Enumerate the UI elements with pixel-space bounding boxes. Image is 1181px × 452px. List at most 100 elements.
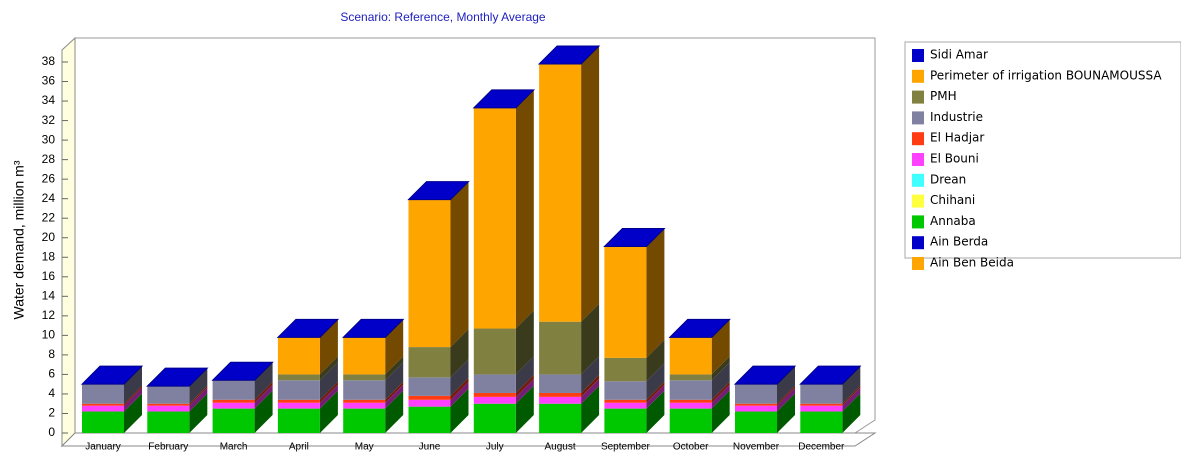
bar-top [799,365,862,385]
bar-segment [408,399,451,407]
legend-label: El Bouni [930,152,979,166]
bar-side [385,384,404,409]
bar-segment [800,411,843,433]
bar-segment [669,399,712,403]
bar-segment [147,386,190,404]
x-tick-label: January [85,442,121,452]
bar-segment [800,403,843,406]
x-tick-label: December [798,442,845,452]
legend-swatch [912,215,924,229]
bar-segment [82,403,124,406]
bar-top [80,365,144,385]
bar-side [515,378,534,404]
bar-top [537,45,601,65]
bar-top [146,367,209,387]
bar-segment [277,402,320,409]
bar-segment [343,337,386,375]
left-wall [61,36,76,448]
bar-segment [669,374,712,381]
bar-top [668,318,731,338]
bar-segment [539,403,582,433]
bar-segment [343,402,386,409]
bar-segment [604,381,647,400]
bar-side [254,381,273,403]
y-tick-label: 22 [42,210,56,224]
x-tick-label: August [545,442,576,452]
bar-segment [604,408,647,433]
legend-label: Industrie [930,110,983,124]
legend-label: PMH [930,89,957,103]
bar-segment [343,408,386,433]
bar-segment [539,321,582,375]
bar-side [646,381,665,403]
legend-label: Drean [930,172,966,186]
bar-side [254,384,273,409]
y-tick-label: 30 [42,132,56,146]
x-tick-label: April [289,442,309,452]
x-tick-label: October [673,442,709,452]
bar-side [254,362,273,400]
bar-segment [539,63,582,322]
bar-segment [669,402,712,409]
bar-segment [473,392,516,397]
legend-swatch [912,153,924,166]
bar-segment [669,408,712,433]
x-tick-label: July [486,442,504,452]
bar-side [124,385,142,406]
y-tick-label: 28 [42,152,56,166]
bar-side [646,363,665,400]
x-tick-label: November [733,442,780,452]
y-tick-label: 16 [42,269,56,283]
bar-side [515,385,534,433]
bar-side [842,385,861,406]
y-tick-label: 20 [42,230,56,244]
legend-label: Sidi Amar [930,48,988,62]
bar-side [385,356,404,381]
legend-label: Annaba [930,214,976,228]
bar-segment [82,405,124,412]
legend-swatch [912,257,924,270]
bar-segment [604,246,647,358]
bar-side [124,393,142,433]
bar-side [711,381,730,403]
bar-segment [473,107,516,329]
bar-side [711,384,730,409]
bar-side [254,390,273,433]
y-tick-label: 8 [48,347,55,361]
y-tick-label: 12 [42,308,56,322]
bar-top [211,361,274,381]
bar-side [450,381,469,407]
bar-segment [212,402,255,409]
bar-top [603,228,666,248]
bar-side [450,388,469,433]
legend-swatch [912,49,924,62]
bar-segment [735,403,777,406]
bar-side [515,310,534,375]
bar-segment [408,395,451,400]
legend-swatch [912,69,924,83]
bar-side [515,356,534,393]
bar-top [341,318,405,338]
legend-label: Ain Berda [930,235,988,249]
bar-side [189,387,208,412]
bar-top [733,365,797,385]
bar-segment [604,402,647,409]
bar-segment [212,408,255,433]
bar-side [646,228,665,358]
bar-top [472,89,536,109]
bar-segment [277,374,320,381]
bar-segment [408,377,451,396]
legend-label: Perimeter of irrigation BOUNAMOUSSA [930,68,1162,82]
floor [60,432,877,447]
bar-side [646,390,665,433]
y-tick-label: 18 [42,249,56,263]
x-tick-label: September [601,442,651,452]
bar-side [450,329,469,378]
bar-segment [539,396,582,404]
bar-side [842,366,861,404]
bar-segment [147,403,190,406]
bar-segment [277,380,320,400]
bar-segment [473,396,516,404]
bar-segment [735,384,777,404]
